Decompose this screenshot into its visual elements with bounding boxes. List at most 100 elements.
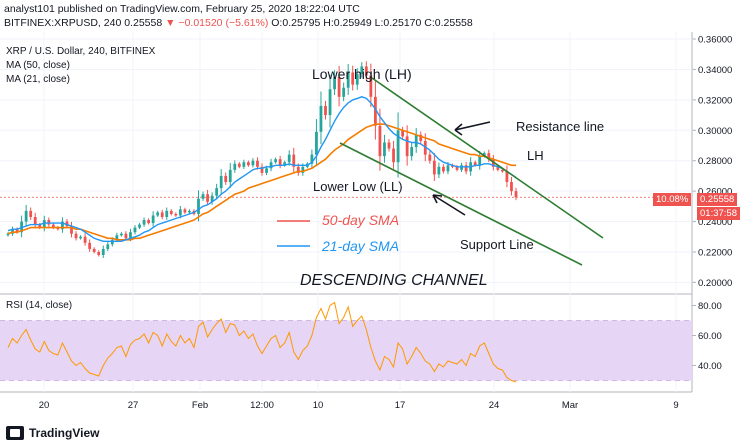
candle-body <box>478 156 482 166</box>
publish-info: analyst101 published on TradingView.com,… <box>4 3 360 15</box>
candle-body <box>256 160 259 167</box>
candle-body <box>246 162 250 166</box>
candle-body <box>387 142 391 149</box>
open-value: O:0.25795 <box>271 17 321 29</box>
lh-label: LH <box>527 148 544 163</box>
candle-body <box>296 166 300 173</box>
candle-body <box>210 195 214 202</box>
candle-body <box>47 220 51 225</box>
brand-label: TradingView <box>29 426 100 440</box>
candle-body <box>147 220 151 224</box>
candle-body <box>505 171 509 183</box>
channel-label: DESCENDING CHANNEL <box>300 272 488 289</box>
candle-body <box>29 210 33 217</box>
candle-body <box>292 154 296 167</box>
candle-body <box>197 198 200 214</box>
candle-body <box>442 166 445 172</box>
candlestick-series <box>6 61 518 258</box>
candle-body <box>24 210 28 222</box>
candle-body <box>410 147 414 157</box>
price-badge: 0.25558 <box>697 193 738 206</box>
candle-body <box>101 248 105 256</box>
ohlc-readout: BITFINEX:XRPUSD, 240 0.25558 ▼ −0.01520 … <box>4 17 473 29</box>
candle-body <box>473 162 477 166</box>
candle-body <box>178 209 182 216</box>
ma50-line <box>7 123 516 241</box>
trendlines <box>339 77 604 266</box>
candle-body <box>405 136 409 157</box>
candle-body <box>15 229 19 233</box>
last-price: 0.25558 <box>124 17 163 29</box>
candle-body <box>324 105 327 116</box>
symbol-label: BITFINEX:XRPUSD, 240 <box>4 17 122 29</box>
rsi-tick-label: 40.00 <box>698 361 722 372</box>
candle-body <box>169 210 173 214</box>
candle-body <box>151 215 155 224</box>
candle-body <box>206 194 209 202</box>
lower-low-label: Lower Low (LL) <box>313 179 403 194</box>
legend-ma50: MA (50, close) <box>6 60 70 71</box>
rsi-tick-label: 80.00 <box>698 301 722 312</box>
candle-body <box>510 182 513 192</box>
candle-body <box>119 233 123 236</box>
candle-body <box>242 162 246 167</box>
candle-body <box>92 248 96 252</box>
candle-body <box>188 210 191 213</box>
x-tick-label: Feb <box>192 400 208 411</box>
candle-body <box>251 160 255 166</box>
candle-body <box>310 154 314 164</box>
tradingview-logo[interactable]: TradingView <box>6 426 99 440</box>
candle-body <box>228 169 232 183</box>
x-tick-label: 12:00 <box>250 400 274 411</box>
candle-body <box>342 87 346 97</box>
candle-body <box>215 188 219 196</box>
candle-body <box>278 159 282 166</box>
candle-body <box>133 227 137 233</box>
candle-body <box>283 162 287 166</box>
candle-body <box>70 226 73 234</box>
candle-body <box>201 194 205 199</box>
pct-change-badge: 10.08% <box>653 193 692 206</box>
sma50-label: 50-day SMA <box>322 212 399 228</box>
high-value: H:0.25949 <box>323 17 372 29</box>
candle-body <box>138 224 141 228</box>
candle-body <box>355 74 359 85</box>
candle-body <box>183 209 187 213</box>
candle-body <box>88 242 92 249</box>
candle-body <box>460 165 463 170</box>
candle-body <box>414 134 418 148</box>
x-tick-label: Mar <box>562 400 578 411</box>
x-tick-label: 17 <box>395 400 406 411</box>
rsi-band <box>0 320 692 381</box>
candle-body <box>97 251 101 256</box>
y-tick-label: 0.22000 <box>698 247 732 258</box>
candle-body <box>319 105 323 132</box>
candle-body <box>237 163 241 167</box>
x-tick-label: 10 <box>313 400 324 411</box>
resistance-label: Resistance line <box>516 119 604 134</box>
candle-body <box>61 221 64 230</box>
candle-body <box>392 148 395 163</box>
candle-body <box>287 154 291 163</box>
candle-body <box>51 224 55 228</box>
lower-high-label: Lower high (LH) <box>312 66 412 82</box>
candle-body <box>419 134 423 141</box>
x-tick-label: 24 <box>489 400 500 411</box>
y-tick-label: 0.28000 <box>698 156 732 167</box>
candle-body <box>269 162 273 169</box>
chart-canvas[interactable]: 0.36000 0.34000 0.32000 0.30000 0.28000 0.260… <box>0 32 740 422</box>
candle-body <box>396 130 400 163</box>
candle-body <box>6 233 10 236</box>
candle-body <box>174 213 178 216</box>
support-trendline <box>339 142 583 266</box>
candle-body <box>165 210 169 217</box>
ma21-line <box>7 96 517 242</box>
x-tick-label: 20 <box>39 400 50 411</box>
x-tick-label: 9 <box>673 400 678 411</box>
footer: TradingView <box>0 422 740 446</box>
candle-body <box>156 212 160 216</box>
candle-body <box>115 235 119 240</box>
candle-body <box>233 163 237 170</box>
candle-body <box>160 212 164 217</box>
legend-ma21: MA (21, close) <box>6 74 70 85</box>
